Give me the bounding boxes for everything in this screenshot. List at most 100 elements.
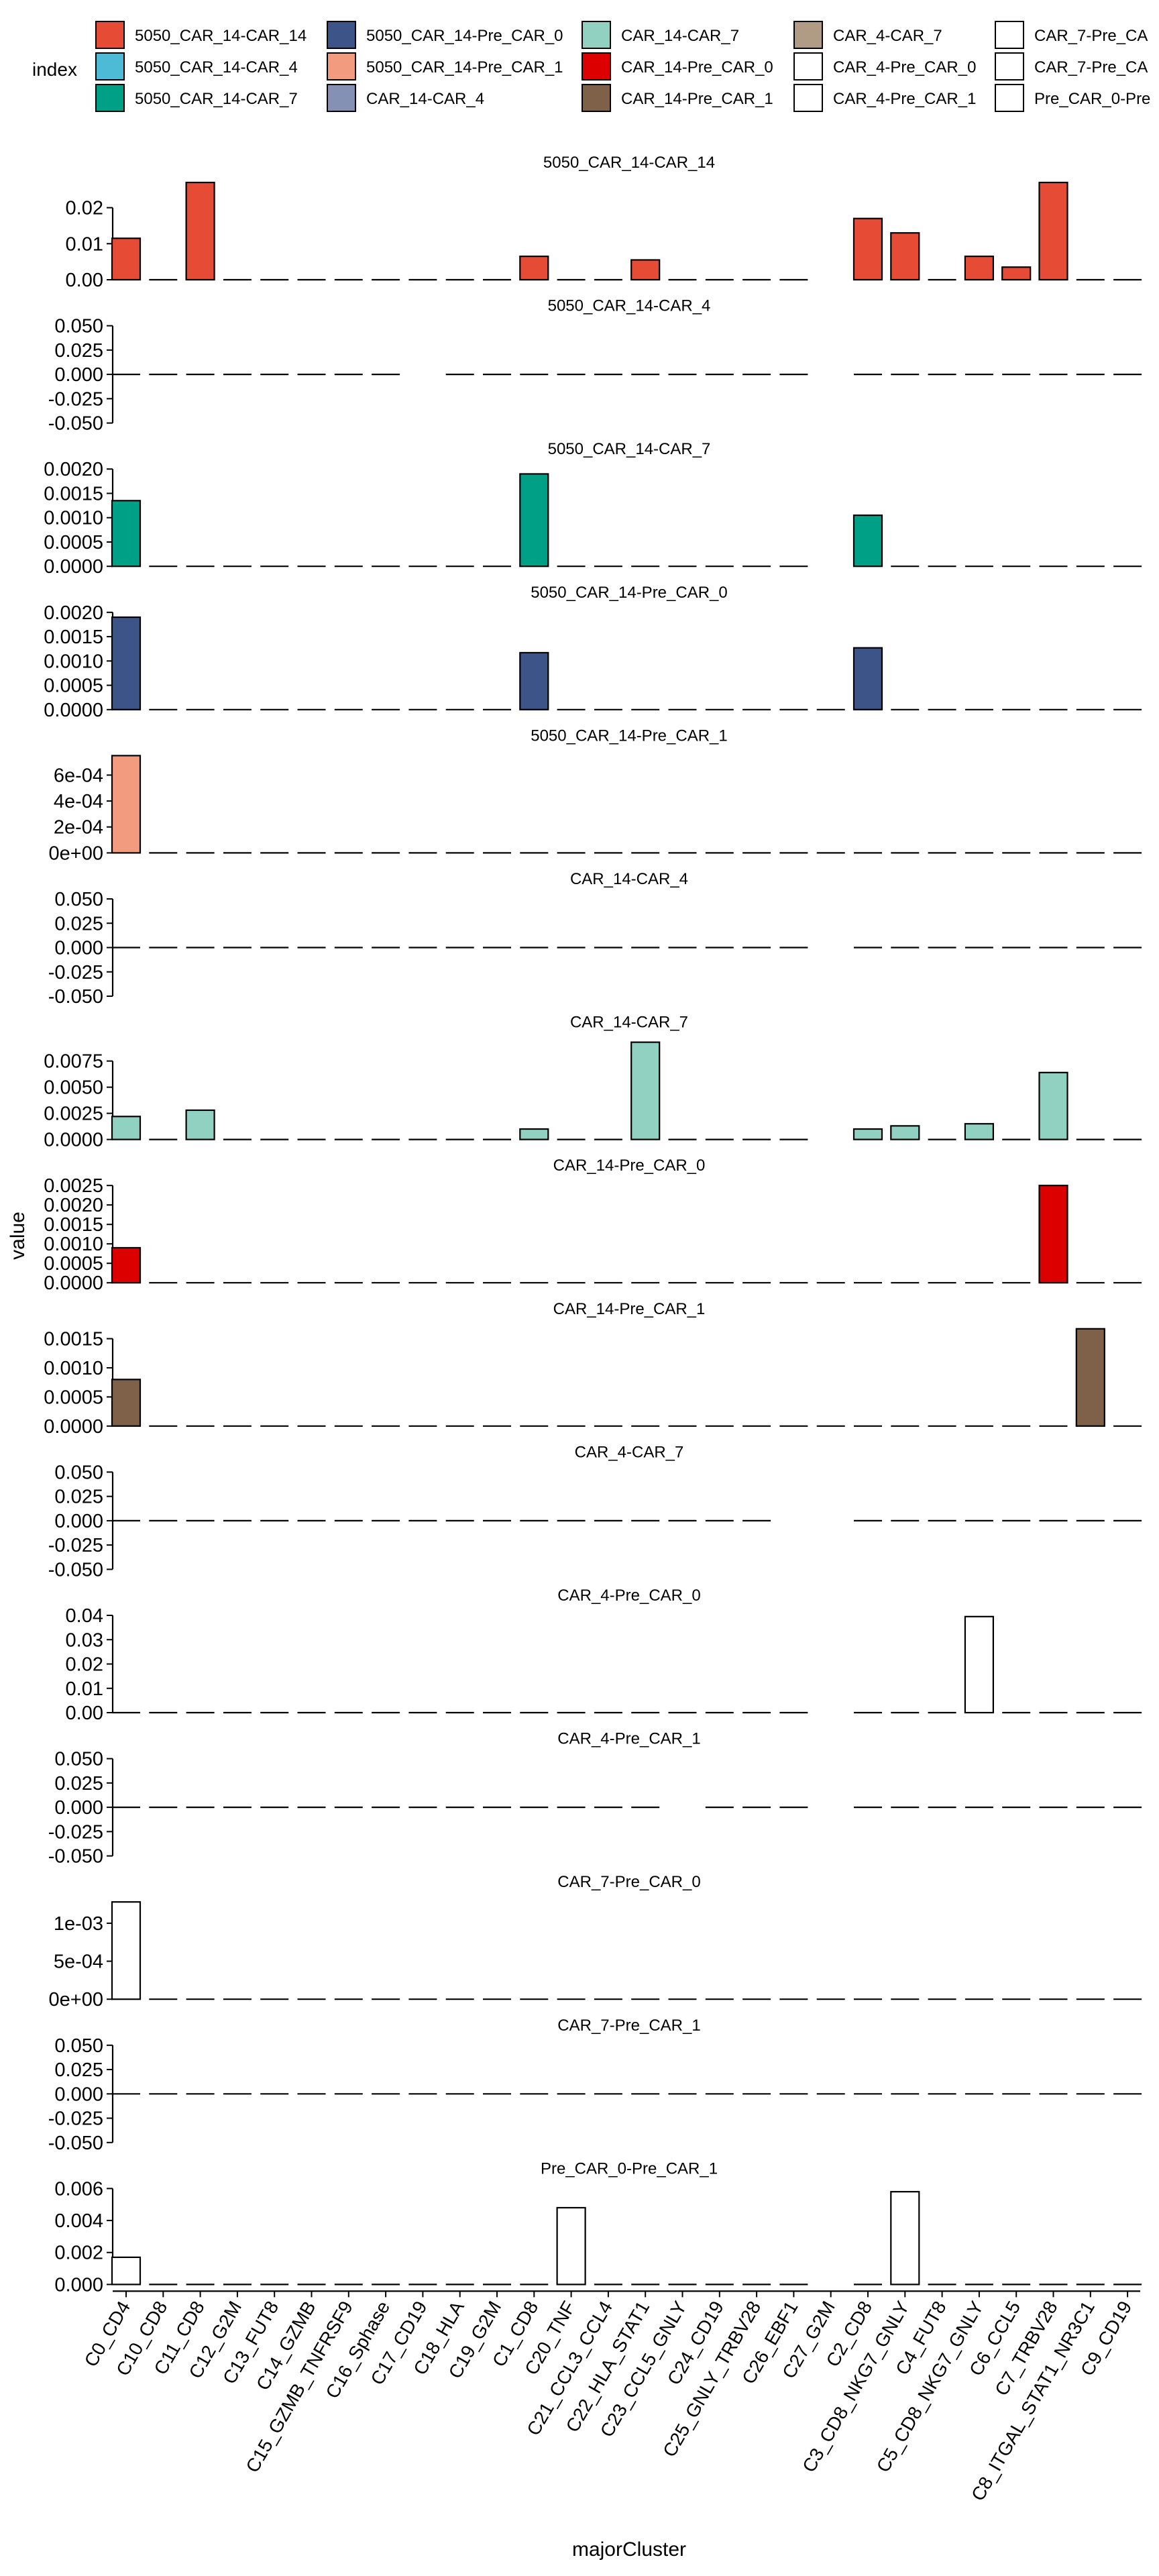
bar	[1075, 1328, 1105, 1427]
y-tick-label: 0.025	[54, 1773, 103, 1794]
y-tick-label: 0.0000	[44, 700, 103, 721]
y-tick-label: 0.0005	[44, 676, 103, 697]
bar	[111, 1246, 142, 1284]
panel: CAR_14-Pre_CAR_1 0.0015 0.0010 0.0005 0.0000	[44, 1300, 1142, 1438]
y-tick-label: 0.0000	[44, 1130, 103, 1151]
bar	[890, 232, 920, 281]
bar	[630, 1041, 661, 1140]
bar	[111, 1901, 142, 2000]
y-tick-label: 0.0010	[44, 1234, 103, 1255]
legend-title: index	[32, 59, 77, 80]
y-tick-label: 0.0025	[44, 1104, 103, 1125]
legend-label: CAR_4-CAR_7	[833, 27, 942, 45]
chart-panels: 5050_CAR_14-CAR_140.000.010.025050_CAR_1…	[44, 154, 1142, 2296]
y-tick-label: 0.0010	[44, 651, 103, 672]
legend-swatch	[95, 21, 125, 49]
y-tick-label: 0.006	[54, 2178, 103, 2200]
y-tick-label: 0.050	[54, 316, 103, 337]
y-tick-label: 0.04	[66, 1605, 103, 1627]
y-tick-label: 0.0010	[44, 1358, 103, 1379]
y-tick-label: 0.01	[66, 1678, 103, 1700]
bar	[519, 255, 549, 281]
bar	[519, 651, 549, 710]
bar	[556, 2206, 586, 2286]
bar	[111, 500, 142, 568]
legend-swatch	[793, 84, 823, 112]
bar	[519, 1128, 549, 1140]
panel-title: CAR_7-Pre_CAR_1	[557, 2017, 700, 2035]
legend-swatch	[327, 21, 356, 49]
y-tick-label: 0.050	[54, 1462, 103, 1483]
legend: 5050_CAR_14-CAR_14 5050_CAR_14-CAR_4 5050_…	[95, 21, 1150, 112]
y-tick-label: -0.025	[48, 962, 103, 983]
legend-swatch	[995, 21, 1024, 49]
legend-label: 5050_CAR_14-CAR_7	[135, 90, 298, 108]
bar	[852, 1128, 883, 1140]
legend-swatch	[995, 84, 1024, 112]
panel-title: CAR_7-Pre_CAR_0	[557, 1873, 700, 1891]
y-tick-label: 0.0005	[44, 1387, 103, 1408]
panel-title: 5050_CAR_14-CAR_7	[548, 440, 711, 458]
legend-label: CAR_14-CAR_7	[621, 27, 739, 45]
bar	[852, 647, 883, 710]
bar	[111, 1379, 142, 1427]
panel: CAR_4-Pre_CAR_1 0.050 0.025 0.000-0.025 -0.0…	[48, 1730, 1142, 1868]
y-tick-label: 0.0020	[44, 1195, 103, 1216]
panel-title: CAR_14-CAR_4	[570, 870, 688, 888]
y-tick-label: -0.025	[48, 388, 103, 410]
y-tick-label: 0.0015	[44, 627, 103, 648]
x-axis-title: majorCluster	[572, 2538, 686, 2561]
panel-title: 5050_CAR_14-CAR_4	[548, 297, 711, 315]
legend-swatch	[95, 52, 125, 80]
panel-title: CAR_14-Pre_CAR_1	[553, 1300, 706, 1318]
y-tick-label: 0e+00	[49, 843, 103, 864]
y-tick-label: 0.00	[66, 270, 103, 291]
legend-label: CAR_14-CAR_4	[366, 90, 484, 108]
panel: CAR_4-Pre_CAR_0 0.040.03 0.020.01 0.00	[66, 1587, 1142, 1724]
y-axis-title: value	[7, 1212, 29, 1260]
bar	[1038, 181, 1068, 281]
bar	[185, 181, 215, 281]
panel-title: CAR_4-Pre_CAR_1	[557, 1730, 700, 1748]
y-tick-label: 0.0050	[44, 1077, 103, 1099]
y-tick-label: 0.004	[54, 2210, 103, 2232]
y-tick-label: 0.01	[66, 233, 103, 255]
legend-label: CAR_7-Pre_CA	[1034, 58, 1148, 76]
panel: 5050_CAR_14-CAR_7 0.0020 0.0015 0.0010 0.000…	[44, 440, 1142, 578]
y-tick-label: 0.0010	[44, 508, 103, 529]
y-tick-label: 0.000	[54, 938, 103, 959]
bar	[185, 1109, 215, 1140]
panel: CAR_14-Pre_CAR_0 0.00250.00200.00150.0010…	[44, 1157, 1142, 1294]
y-tick-label: 0.0000	[44, 556, 103, 578]
panel-title: CAR_4-CAR_7	[575, 1443, 684, 1461]
legend-label: CAR_14-Pre_CAR_1	[621, 90, 773, 108]
y-tick-label: -0.050	[48, 986, 103, 1008]
bar	[852, 514, 883, 568]
bar	[964, 1615, 995, 1714]
y-tick-label: -0.025	[48, 1821, 103, 1843]
y-tick-label: 0.050	[54, 2035, 103, 2057]
panel: CAR_14-CAR_7 0.0075 0.0050 0.0025 0.0000	[44, 1014, 1142, 1151]
y-tick-label: 0.0000	[44, 1416, 103, 1438]
bar	[890, 2191, 920, 2286]
bar	[111, 616, 142, 710]
bar	[630, 259, 661, 281]
y-tick-label: 0.0015	[44, 1214, 103, 1236]
legend-label: CAR_4-Pre_CAR_0	[833, 58, 976, 76]
legend-label: Pre_CAR_0-Pre	[1034, 90, 1150, 108]
y-tick-label: 0.02	[66, 198, 103, 219]
y-tick-label: 0.050	[54, 1749, 103, 1770]
legend-swatch	[582, 84, 611, 112]
bar	[111, 755, 142, 854]
bar	[852, 217, 883, 281]
panel-title: CAR_14-Pre_CAR_0	[553, 1157, 706, 1175]
legend-swatch	[327, 84, 356, 112]
legend-swatch	[793, 21, 823, 49]
panel-title: CAR_14-CAR_7	[570, 1014, 688, 1032]
y-tick-label: 0.0005	[44, 532, 103, 553]
legend-label: CAR_14-Pre_CAR_0	[621, 58, 773, 76]
y-tick-label: 0.0075	[44, 1051, 103, 1073]
y-tick-label: 0.0000	[44, 1273, 103, 1294]
